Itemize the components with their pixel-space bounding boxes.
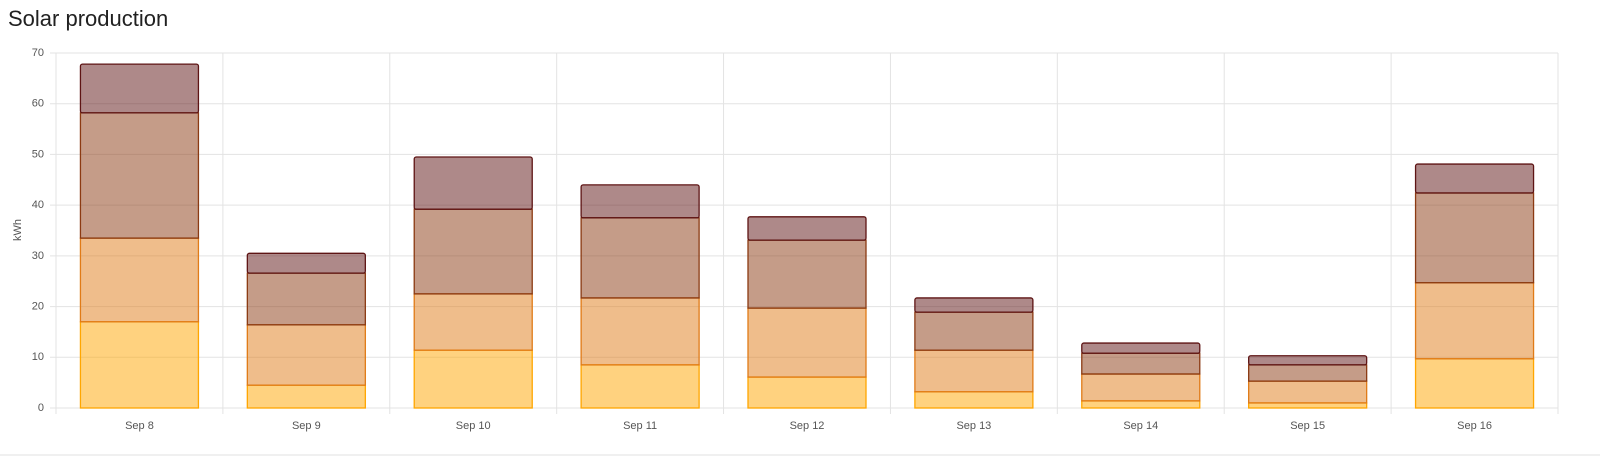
y-tick-label: 50 [32, 148, 44, 160]
bar-segment [413, 156, 533, 210]
y-tick-label: 70 [32, 47, 44, 59]
bar-segment [747, 216, 867, 241]
bar-segment [1248, 364, 1368, 382]
x-tick-label: Sep 14 [1123, 420, 1158, 432]
bar-segment [246, 384, 366, 409]
chart-title: Solar production [8, 6, 168, 31]
bar-segment [747, 239, 867, 309]
bar-segment [747, 307, 867, 378]
bar-segment [1248, 402, 1368, 409]
x-tick-label: Sep 12 [790, 420, 825, 432]
bar-segment [413, 208, 533, 295]
bar-segment [580, 364, 700, 409]
x-tick-label: Sep 13 [956, 420, 991, 432]
bar-segment [580, 297, 700, 366]
x-tick-label: Sep 11 [623, 420, 657, 432]
bar-segment [79, 63, 200, 114]
bar-segment [1414, 192, 1535, 284]
bar-segment [580, 184, 700, 219]
x-tick-label: Sep 9 [292, 420, 321, 432]
x-tick-label: Sep 15 [1290, 420, 1325, 432]
bar-segment [246, 324, 366, 386]
bar-segment [914, 349, 1034, 393]
bar-segment [1081, 342, 1201, 354]
bar-segment [1081, 352, 1201, 375]
bar-segment [413, 293, 533, 351]
bar-segment [1248, 355, 1368, 366]
bar-segment [1081, 400, 1201, 409]
y-tick-label: 0 [38, 402, 44, 414]
bar-segment [914, 311, 1034, 351]
bar-segment [413, 349, 533, 409]
bar-segment [747, 376, 867, 409]
y-tick-label: 10 [32, 351, 44, 363]
x-tick-label: Sep 10 [456, 420, 491, 432]
bar-segment [914, 297, 1034, 313]
bar-segment [79, 321, 200, 409]
y-tick-label: 30 [32, 250, 44, 262]
bar-segment [1414, 358, 1535, 409]
x-tick-label: Sep 8 [125, 420, 154, 432]
y-tick-label: 60 [32, 98, 44, 110]
bar-segment [246, 252, 366, 274]
bar-segment [79, 237, 200, 323]
y-tick-label: 40 [32, 199, 44, 211]
y-axis-label: kWh [12, 219, 24, 241]
y-tick-label: 20 [32, 300, 44, 312]
x-tick-label: Sep 16 [1457, 420, 1492, 432]
bar-segment [246, 272, 366, 326]
bar-segment [580, 217, 700, 299]
bar-segment [1414, 163, 1535, 194]
bar-segment [1414, 282, 1535, 360]
bar-segment [914, 391, 1034, 409]
bar-segment [79, 112, 200, 239]
bar-segment [1081, 373, 1201, 402]
bar-segment [1248, 380, 1368, 404]
